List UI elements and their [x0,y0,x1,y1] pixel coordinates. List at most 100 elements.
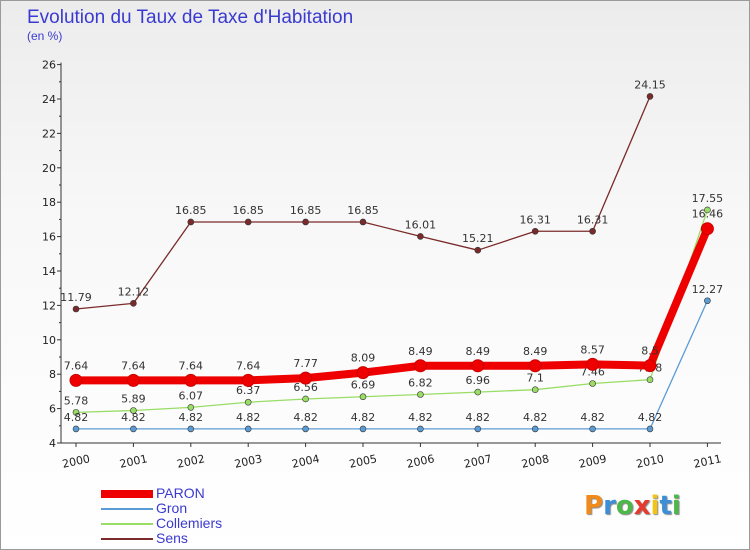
data-label-paron: 7.64 [179,359,204,372]
data-point-gron [302,425,309,433]
data-label-collemiers: 7.1 [526,372,544,385]
data-label-collemiers: 6.56 [293,381,318,394]
x-tick-label: 2004 [291,452,321,471]
data-label-sens: 16.31 [577,213,609,226]
data-point-paron [528,359,542,373]
data-point-gron [187,425,195,433]
y-tick-label: 22 [42,127,56,140]
data-label-paron: 7.77 [293,357,318,370]
data-point-sens [130,300,137,307]
data-point-paron [69,373,83,387]
legend-label-collemiers: Collemiers [156,515,223,531]
logo-letter: i [650,491,660,521]
data-label-paron: 8.49 [523,345,548,358]
data-point-gron [646,425,654,433]
data-label-paron: 8.49 [466,345,491,358]
data-label-sens: 24.15 [634,78,666,91]
data-label-paron: 7.64 [236,359,261,372]
data-point-sens [417,233,424,240]
y-tick-label: 20 [42,162,56,175]
data-point-gron [359,425,367,433]
series-line-gron [76,300,708,430]
y-tick-label: 12 [42,299,56,312]
data-point-paron [700,222,714,236]
data-label-sens: 11.79 [60,291,92,304]
data-label-paron: 8.57 [580,343,605,356]
data-label-sens: 16.85 [347,204,379,217]
y-tick-label: 14 [42,265,56,278]
data-point-collemiers [589,380,596,387]
logo-letter: t [659,491,672,521]
data-label-gron: 12.27 [692,283,724,296]
y-tick-label: 4 [49,437,56,450]
data-label-collemiers: 6.37 [236,384,261,397]
data-label-gron: 4.82 [523,411,548,424]
data-label-sens: 16.85 [175,204,207,217]
y-tick-label: 6 [49,403,56,416]
x-tick-label: 2006 [405,452,435,471]
data-label-sens: 16.31 [519,213,551,226]
data-label-paron: 7.64 [121,359,146,372]
data-label-sens: 16.01 [405,218,437,231]
data-label-collemiers: 6.82 [408,376,433,389]
data-point-gron [130,425,137,433]
data-label-collemiers: 6.69 [351,379,376,392]
data-label-gron: 4.82 [64,411,89,424]
data-label-gron: 4.82 [638,411,663,424]
y-tick-label: 18 [42,196,56,209]
series-line-sens [75,96,651,310]
data-point-collemiers [646,376,654,384]
legend-swatch-sens [101,538,153,540]
data-point-paron [184,373,198,387]
y-tick-label: 8 [49,368,56,381]
data-point-sens [589,227,596,235]
legend-label-gron: Gron [156,500,188,516]
data-label-sens: 16.85 [232,204,264,217]
x-tick-label: 2003 [233,452,263,471]
data-point-gron [704,297,711,305]
data-point-collemiers [359,393,367,401]
data-point-gron [589,425,596,433]
data-point-paron [413,359,427,373]
x-tick-label: 2011 [692,452,722,471]
data-point-paron [356,366,370,380]
chart-title: Evolution du Taux de Taxe d'Habitation [27,7,354,28]
series-line-paron [76,227,712,385]
data-point-paron [643,359,657,373]
logo-letter: i [671,491,681,521]
legend-swatch-gron [101,508,153,510]
data-point-gron [531,425,539,433]
x-tick-label: 2010 [635,452,665,471]
data-label-sens: 12.12 [118,285,150,298]
logo-letter: r [603,491,616,521]
data-label-gron: 4.82 [293,411,318,424]
data-label-collemiers: 17.55 [692,192,724,205]
data-point-paron [586,357,600,371]
data-point-collemiers [531,386,539,393]
x-tick-label: 2001 [118,452,148,471]
data-label-gron: 4.82 [580,411,605,424]
y-tick-label: 10 [42,334,56,347]
proxiti-logo: Proxiti [584,491,681,521]
data-label-gron: 4.82 [236,411,261,424]
legend-swatch-paron [101,490,153,498]
x-tick-label: 2002 [176,452,206,471]
data-point-collemiers [130,407,137,414]
data-label-paron: 8.49 [408,345,433,358]
x-tick-label: 2005 [348,452,378,471]
x-tick-label: 2009 [578,452,608,471]
data-point-gron [244,425,252,433]
x-tick-label: 2007 [463,452,493,471]
data-point-collemiers [474,388,482,396]
data-label-gron: 4.82 [408,411,433,424]
data-point-gron [72,425,80,433]
data-point-sens [244,218,252,226]
data-point-sens [474,246,482,254]
data-point-collemiers [417,391,424,398]
data-label-sens: 15.21 [462,232,494,245]
data-point-sens [72,305,80,313]
x-tick-label: 2008 [520,452,550,471]
data-label-collemiers: 5.89 [121,392,146,405]
